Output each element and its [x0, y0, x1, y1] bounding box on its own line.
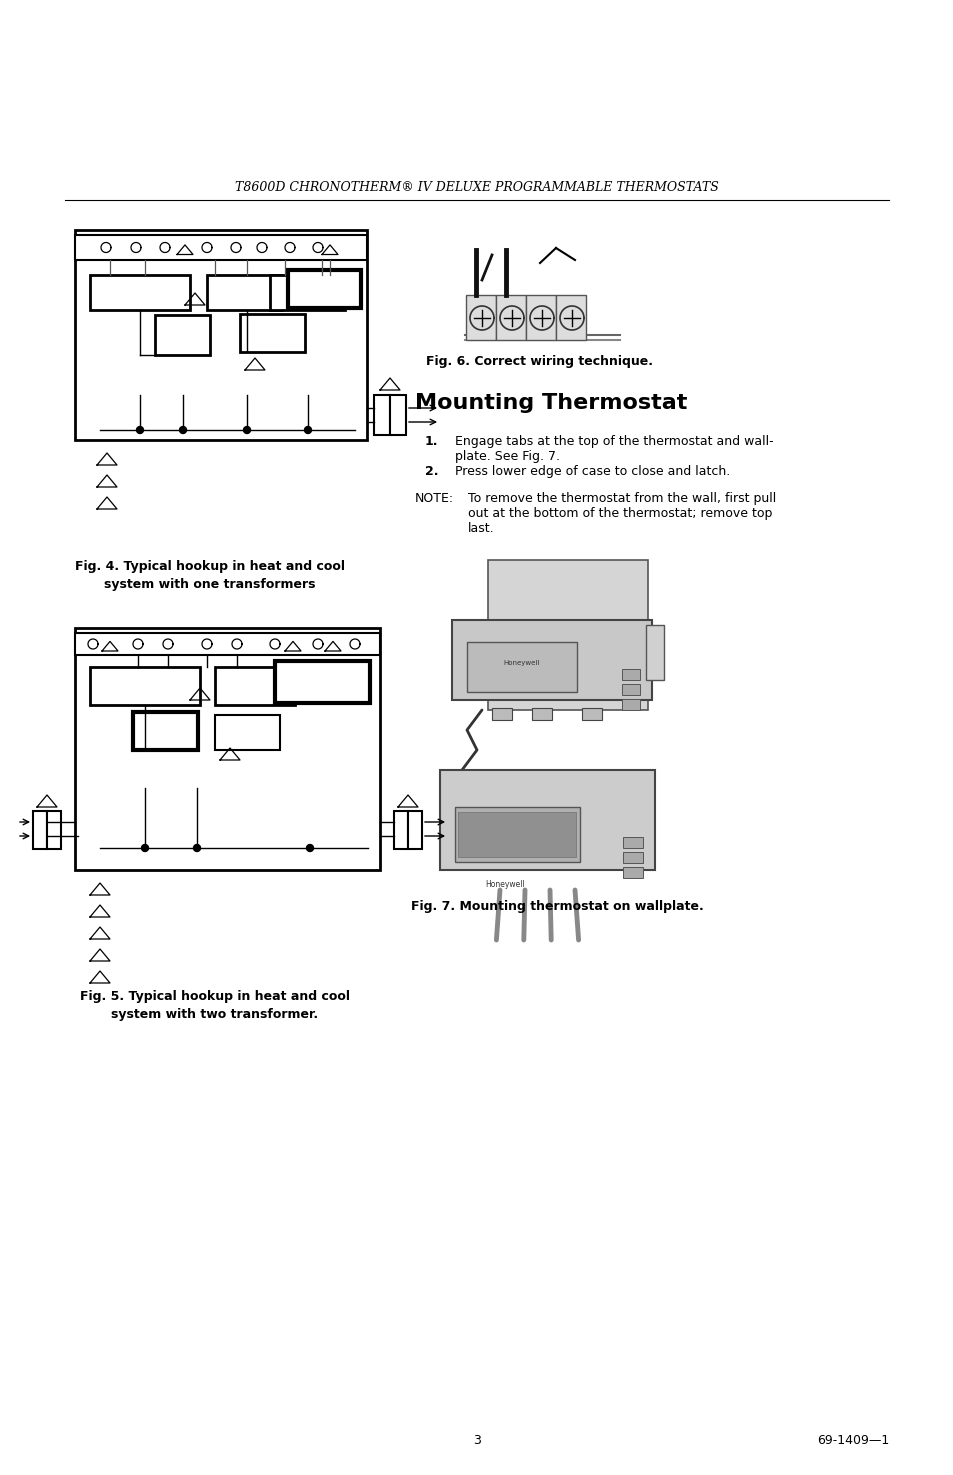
Text: Fig. 4. Typical hookup in heat and cool: Fig. 4. Typical hookup in heat and cool: [75, 560, 345, 572]
Text: system with two transformer.: system with two transformer.: [112, 1007, 318, 1021]
Text: system with one transformers: system with one transformers: [104, 578, 315, 591]
Bar: [394, 811, 408, 850]
Bar: [622, 836, 642, 848]
Bar: [452, 620, 651, 701]
Text: plate. See Fig. 7.: plate. See Fig. 7.: [455, 450, 559, 463]
Bar: [581, 708, 601, 720]
Text: last.: last.: [468, 522, 494, 535]
Text: Press lower edge of case to close and latch.: Press lower edge of case to close and la…: [455, 465, 729, 478]
Polygon shape: [136, 426, 143, 434]
Bar: [455, 807, 579, 861]
Text: Honeywell: Honeywell: [503, 659, 539, 667]
Bar: [214, 715, 280, 749]
Bar: [75, 235, 367, 260]
Text: Fig. 7. Mounting thermostat on wallplate.: Fig. 7. Mounting thermostat on wallplate…: [410, 900, 702, 913]
Bar: [496, 295, 525, 341]
Bar: [154, 316, 210, 355]
Text: To remove the thermostat from the wall, first pull: To remove the thermostat from the wall, …: [468, 493, 776, 504]
Polygon shape: [193, 845, 200, 851]
Bar: [75, 628, 379, 870]
Polygon shape: [304, 426, 312, 434]
Polygon shape: [141, 845, 149, 851]
Text: 2.: 2.: [424, 465, 438, 478]
Bar: [207, 274, 282, 310]
Polygon shape: [306, 845, 314, 851]
Bar: [33, 811, 47, 850]
Bar: [532, 708, 552, 720]
Bar: [457, 813, 576, 857]
Text: 1.: 1.: [424, 435, 438, 448]
Polygon shape: [179, 426, 186, 434]
Bar: [288, 270, 360, 308]
Bar: [488, 560, 647, 709]
Text: Mounting Thermostat: Mounting Thermostat: [415, 392, 687, 413]
Text: NOTE:: NOTE:: [415, 493, 454, 504]
Bar: [408, 811, 421, 850]
Bar: [622, 853, 642, 863]
Bar: [90, 667, 200, 705]
Bar: [525, 295, 556, 341]
Bar: [622, 867, 642, 878]
Polygon shape: [243, 426, 251, 434]
Bar: [556, 295, 585, 341]
Text: Engage tabs at the top of the thermostat and wall-: Engage tabs at the top of the thermostat…: [455, 435, 773, 448]
Bar: [132, 712, 198, 749]
Bar: [621, 684, 639, 695]
Bar: [492, 708, 512, 720]
Bar: [465, 295, 496, 341]
Text: Honeywell: Honeywell: [485, 881, 524, 889]
Bar: [75, 230, 367, 440]
Text: out at the bottom of the thermostat; remove top: out at the bottom of the thermostat; rem…: [468, 507, 772, 521]
Bar: [621, 670, 639, 680]
Bar: [621, 699, 639, 709]
Bar: [374, 395, 390, 435]
Bar: [390, 395, 406, 435]
Bar: [214, 667, 294, 705]
Bar: [75, 633, 379, 655]
Text: T8600D CHRONOTHERM® IV DELUXE PROGRAMMABLE THERMOSTATS: T8600D CHRONOTHERM® IV DELUXE PROGRAMMAB…: [234, 181, 719, 195]
Bar: [274, 661, 370, 704]
Text: Fig. 5. Typical hookup in heat and cool: Fig. 5. Typical hookup in heat and cool: [80, 990, 350, 1003]
Bar: [240, 314, 305, 353]
Bar: [47, 811, 61, 850]
Bar: [270, 274, 345, 310]
Bar: [645, 625, 663, 680]
Text: 3: 3: [473, 1434, 480, 1447]
Bar: [439, 770, 655, 870]
Bar: [467, 642, 577, 692]
Text: 69-1409—1: 69-1409—1: [816, 1434, 888, 1447]
Text: Fig. 6. Correct wiring technique.: Fig. 6. Correct wiring technique.: [426, 355, 653, 367]
Bar: [90, 274, 190, 310]
